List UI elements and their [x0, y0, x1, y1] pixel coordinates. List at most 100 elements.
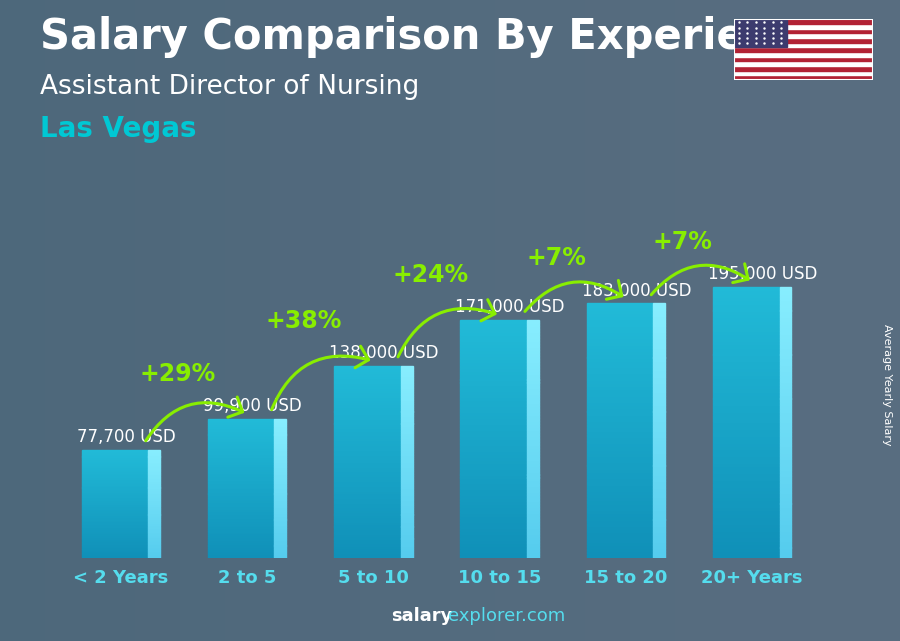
Bar	[82, 543, 148, 544]
Bar	[400, 404, 412, 407]
Bar	[400, 426, 412, 428]
Bar	[779, 368, 791, 372]
Bar	[587, 376, 653, 379]
Bar	[400, 522, 412, 524]
Bar	[274, 504, 286, 506]
Bar	[400, 378, 412, 380]
Bar	[400, 517, 412, 519]
Bar	[334, 452, 400, 454]
Bar	[82, 498, 148, 500]
Bar	[653, 376, 665, 379]
Bar	[148, 477, 160, 478]
Bar	[713, 436, 779, 439]
Bar	[713, 402, 779, 405]
Bar	[779, 497, 791, 500]
Bar	[713, 415, 779, 419]
Bar	[334, 497, 400, 500]
Bar	[779, 371, 791, 375]
Bar	[713, 479, 779, 483]
Bar	[713, 297, 779, 301]
Bar	[400, 483, 412, 486]
Text: 183,000 USD: 183,000 USD	[581, 281, 691, 299]
Bar	[208, 495, 274, 497]
Bar	[653, 348, 665, 351]
Bar	[713, 371, 779, 375]
Text: salary: salary	[392, 607, 453, 625]
Bar	[400, 488, 412, 490]
Bar	[400, 414, 412, 416]
Bar	[461, 510, 527, 513]
Bar	[208, 516, 274, 518]
Bar	[713, 470, 779, 473]
Bar	[82, 537, 148, 539]
Bar	[779, 307, 791, 310]
Bar	[713, 429, 779, 433]
Bar	[208, 479, 274, 481]
Bar	[82, 456, 148, 458]
Bar	[274, 428, 286, 429]
Bar	[779, 429, 791, 433]
Bar	[527, 543, 539, 545]
Bar	[334, 454, 400, 457]
Bar	[274, 495, 286, 497]
Bar	[148, 485, 160, 486]
Bar	[208, 538, 274, 540]
Bar	[274, 490, 286, 492]
Bar	[653, 412, 665, 415]
Bar	[587, 535, 653, 538]
Bar	[713, 510, 779, 513]
Bar	[653, 434, 665, 437]
Bar	[334, 369, 400, 370]
Bar	[400, 479, 412, 481]
Bar	[274, 438, 286, 440]
Bar	[779, 347, 791, 351]
Bar	[274, 537, 286, 538]
Bar	[653, 488, 665, 491]
Bar	[82, 466, 148, 467]
Bar	[82, 450, 148, 451]
Bar	[148, 513, 160, 515]
Bar	[461, 463, 527, 465]
Bar	[334, 409, 400, 412]
Bar	[779, 290, 791, 294]
Bar	[208, 494, 274, 495]
Bar	[208, 481, 274, 483]
Bar	[334, 503, 400, 505]
Bar	[148, 508, 160, 509]
Bar	[208, 476, 274, 478]
Bar	[82, 551, 148, 553]
Bar	[274, 481, 286, 483]
Bar	[334, 519, 400, 522]
Bar	[148, 515, 160, 516]
Bar	[779, 341, 791, 344]
Bar	[713, 314, 779, 317]
Bar	[527, 347, 539, 350]
Bar	[587, 392, 653, 395]
Bar	[713, 331, 779, 334]
Bar	[208, 530, 274, 531]
Bar	[148, 528, 160, 529]
Bar	[148, 553, 160, 554]
Bar	[148, 479, 160, 481]
Bar	[148, 466, 160, 467]
Bar	[148, 535, 160, 536]
Bar	[461, 445, 527, 448]
Bar	[779, 456, 791, 460]
Bar	[527, 474, 539, 478]
Bar	[400, 397, 412, 399]
Bar	[82, 535, 148, 536]
Bar	[587, 542, 653, 545]
Bar	[208, 511, 274, 513]
Bar	[208, 420, 274, 422]
Bar	[587, 418, 653, 421]
Bar	[82, 453, 148, 454]
Bar	[400, 440, 412, 443]
Bar	[587, 332, 653, 335]
Bar	[653, 440, 665, 444]
Bar	[779, 301, 791, 304]
Bar	[713, 547, 779, 551]
Bar	[779, 517, 791, 520]
Bar	[779, 365, 791, 368]
Bar	[208, 455, 274, 457]
Bar	[527, 554, 539, 558]
